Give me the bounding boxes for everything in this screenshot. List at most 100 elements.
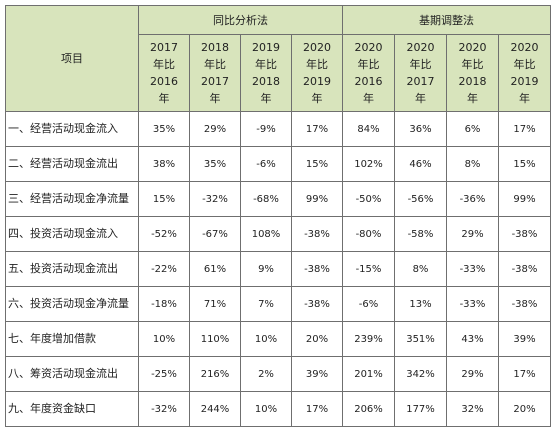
col-header-line: 年比 xyxy=(513,58,536,71)
value-cell: 61% xyxy=(189,251,241,287)
col-header-line: 2017 xyxy=(406,75,435,88)
col-header-line: 年 xyxy=(158,92,170,105)
value-cell: -80% xyxy=(342,216,395,252)
value-cell: 102% xyxy=(342,146,395,182)
value-cell: 46% xyxy=(394,146,447,182)
col-header-g1-3: 2020 年比 2019 年 xyxy=(291,34,343,112)
col-header-line: 2020 xyxy=(303,41,331,54)
value-cell: 36% xyxy=(394,111,447,147)
value-cell: 8% xyxy=(394,251,447,287)
row-label: 一、经营活动现金流入 xyxy=(5,111,139,147)
col-header-line: 年比 xyxy=(461,58,484,71)
value-cell: 15% xyxy=(498,146,551,182)
col-header-line: 年 xyxy=(467,92,478,105)
value-cell: -58% xyxy=(394,216,447,252)
row-label: 七、年度增加借款 xyxy=(5,321,139,357)
row-label: 八、筹资活动现金流出 xyxy=(5,356,139,392)
value-cell: 10% xyxy=(240,321,292,357)
group-header-base-period: 基期调整法 xyxy=(342,5,551,35)
col-header-line: 年比 xyxy=(153,58,175,71)
value-cell: 38% xyxy=(138,146,190,182)
value-cell: 216% xyxy=(189,356,241,392)
col-header-line: 年比 xyxy=(255,58,277,71)
col-header-line: 年比 xyxy=(306,58,328,71)
value-cell: -68% xyxy=(240,181,292,217)
col-header-line: 2019 xyxy=(252,41,280,54)
value-cell: -56% xyxy=(394,181,447,217)
table-body: 一、经营活动现金流入 35% 29% -9% 17% 84% 36% 6% 17% 二、经营活动现… xyxy=(5,111,551,427)
value-cell: 244% xyxy=(189,391,241,427)
col-header-line: 2018 xyxy=(201,41,229,54)
col-header-line: 年 xyxy=(209,92,221,105)
value-cell: -25% xyxy=(138,356,190,392)
value-cell: 17% xyxy=(291,391,343,427)
value-cell: 17% xyxy=(498,356,551,392)
value-cell: -18% xyxy=(138,286,190,322)
value-cell: 99% xyxy=(291,181,343,217)
col-header-line: 年 xyxy=(311,92,323,105)
value-cell: -38% xyxy=(291,251,343,287)
table-row: 七、年度增加借款 10% 110% 10% 20% 239% 351% 43% 39% xyxy=(5,321,551,357)
value-cell: 35% xyxy=(189,146,241,182)
value-cell: 342% xyxy=(394,356,447,392)
col-header-line: 年比 xyxy=(357,58,380,71)
value-cell: 8% xyxy=(446,146,499,182)
value-cell: -6% xyxy=(240,146,292,182)
header-row-years: 2017 年比 2016 年 2018 年比 2017 年 2019 年比 2018 年 2020… xyxy=(6,34,551,112)
col-header-g1-0: 2017 年比 2016 年 xyxy=(138,34,190,112)
value-cell: 32% xyxy=(446,391,499,427)
value-cell: -38% xyxy=(498,251,551,287)
header-row-groups: 项目 同比分析法 基期调整法 xyxy=(5,5,551,112)
value-cell: 17% xyxy=(498,111,551,147)
value-cell: -32% xyxy=(189,181,241,217)
report-table-container: 项目 同比分析法 基期调整法 2017 年比 2016 年 2018 年比 2017 年 2… xyxy=(5,5,551,427)
value-cell: 20% xyxy=(291,321,343,357)
col-header-g2-3: 2020 年比 2019 年 xyxy=(498,34,551,112)
col-header-line: 2016 xyxy=(354,75,383,88)
value-cell: 351% xyxy=(394,321,447,357)
value-cell: -15% xyxy=(342,251,395,287)
table-row: 四、投资活动现金流入 -52% -67% 108% -38% -80% -58% 29% -38… xyxy=(5,216,551,252)
value-cell: -32% xyxy=(138,391,190,427)
value-cell: 43% xyxy=(446,321,499,357)
value-cell: 17% xyxy=(291,111,343,147)
col-header-line: 2017 xyxy=(150,41,178,54)
table-row: 五、投资活动现金流出 -22% 61% 9% -38% -15% 8% -33% -38% xyxy=(5,251,551,287)
col-header-line: 2018 xyxy=(458,75,487,88)
row-label: 五、投资活动现金流出 xyxy=(5,251,139,287)
value-cell: 7% xyxy=(240,286,292,322)
value-cell: 71% xyxy=(189,286,241,322)
value-cell: 6% xyxy=(446,111,499,147)
row-label: 三、经营活动现金净流量 xyxy=(5,181,139,217)
value-cell: -38% xyxy=(498,286,551,322)
value-cell: -52% xyxy=(138,216,190,252)
value-cell: 2% xyxy=(240,356,292,392)
value-cell: 13% xyxy=(394,286,447,322)
value-cell: 206% xyxy=(342,391,395,427)
col-header-line: 2020 xyxy=(510,41,539,54)
value-cell: -9% xyxy=(240,111,292,147)
table-row: 二、经营活动现金流出 38% 35% -6% 15% 102% 46% 8% 15% xyxy=(5,146,551,182)
value-cell: -38% xyxy=(291,286,343,322)
value-cell: -38% xyxy=(291,216,343,252)
value-cell: -67% xyxy=(189,216,241,252)
value-cell: -50% xyxy=(342,181,395,217)
col-header-line: 年 xyxy=(415,92,426,105)
value-cell: 99% xyxy=(498,181,551,217)
col-header-line: 年 xyxy=(363,92,374,105)
table-row: 三、经营活动现金净流量 15% -32% -68% 99% -50% -56% -36% 99% xyxy=(5,181,551,217)
value-cell: 177% xyxy=(394,391,447,427)
row-label: 四、投资活动现金流入 xyxy=(5,216,139,252)
row-label: 六、投资活动现金净流量 xyxy=(5,286,139,322)
value-cell: -36% xyxy=(446,181,499,217)
col-header-g2-2: 2020 年比 2018 年 xyxy=(446,34,499,112)
table-row: 八、筹资活动现金流出 -25% 216% 2% 39% 201% 342% 29% 17% xyxy=(5,356,551,392)
row-label: 九、年度资金缺口 xyxy=(5,391,139,427)
value-cell: -38% xyxy=(498,216,551,252)
group-header-yoy: 同比分析法 xyxy=(138,5,343,35)
col-header-line: 2020 xyxy=(406,41,435,54)
value-cell: 239% xyxy=(342,321,395,357)
table-row: 九、年度资金缺口 -32% 244% 10% 17% 206% 177% 32% 20% xyxy=(5,391,551,427)
value-cell: 108% xyxy=(240,216,292,252)
value-cell: 9% xyxy=(240,251,292,287)
